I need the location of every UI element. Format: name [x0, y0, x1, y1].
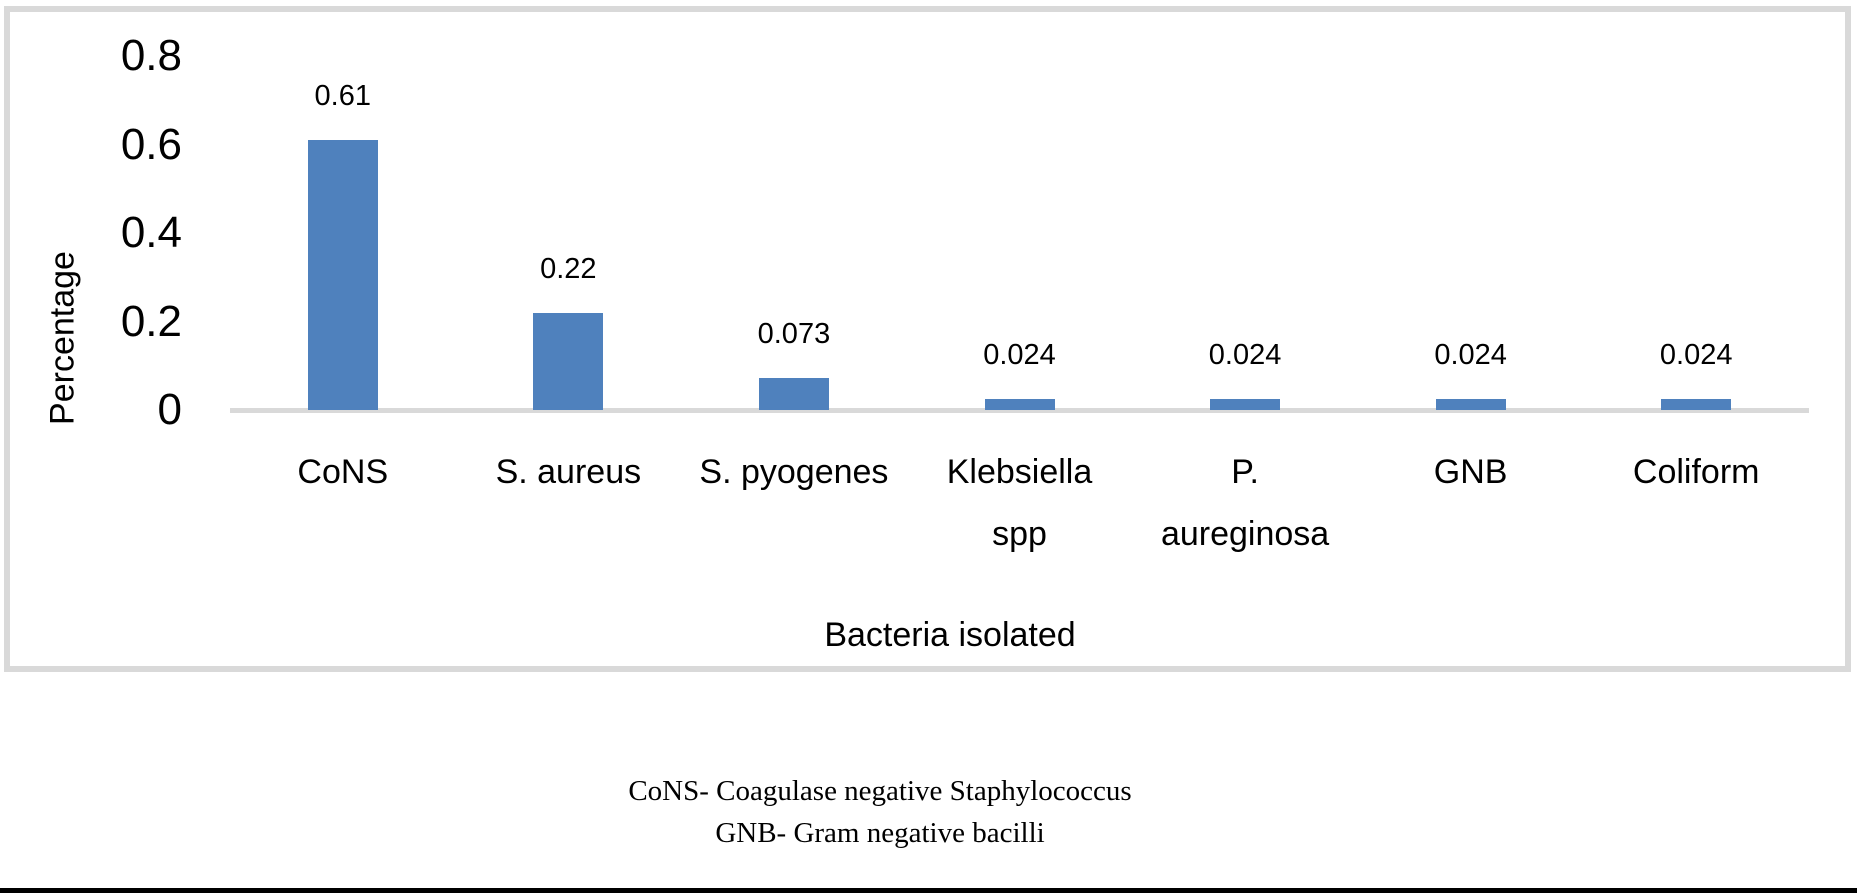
bar-value-label: 0.22 [540, 252, 597, 285]
category-label: CoNS [297, 453, 389, 491]
y-tick-label-0.4: 0.4 [120, 208, 182, 257]
bar-klebsiella-spp [984, 399, 1055, 410]
bar-gnb [1435, 399, 1506, 410]
bar-value-label: 0.024 [1659, 339, 1733, 372]
category-label: Klebsiella spp [946, 453, 1093, 553]
bar-value-label: 0.024 [1434, 339, 1507, 372]
footnote-line-gnb: GNB- Gram negative bacilli [715, 817, 1045, 849]
y-tick-label-0.6: 0.6 [120, 119, 182, 169]
bar-s-pyogenes [758, 377, 829, 410]
bar-value-label: 0.024 [983, 339, 1056, 372]
bar-s-aureus [533, 312, 604, 410]
y-tick-label-0: 0 [157, 385, 182, 434]
category-label: GNB [1433, 453, 1508, 491]
bar-value-label: 0.024 [1208, 339, 1282, 372]
bar-value-label: 0.073 [757, 317, 831, 350]
footnote: CoNS- Coagulase negative Staphylococcus … [0, 770, 1760, 854]
category-label: S. pyogenes [699, 453, 889, 491]
bottom-border-line [0, 888, 1857, 893]
category-label: Coliform [1632, 453, 1760, 491]
bar-cons [307, 140, 378, 410]
x-axis-line [230, 408, 1809, 413]
footnote-line-cons: CoNS- Coagulase negative Staphylococcus [628, 775, 1132, 807]
bar-p-aureginosa [1210, 399, 1281, 410]
x-axis-title: Bacteria isolated [824, 616, 1076, 654]
category-label: P. aureginosa [1160, 453, 1330, 553]
category-label: S. aureus [495, 453, 642, 491]
y-tick-label-0.8: 0.8 [120, 31, 182, 80]
y-tick-label-0.2: 0.2 [120, 296, 182, 346]
bar-value-label: 0.61 [314, 80, 371, 113]
bar-coliform [1661, 399, 1732, 410]
